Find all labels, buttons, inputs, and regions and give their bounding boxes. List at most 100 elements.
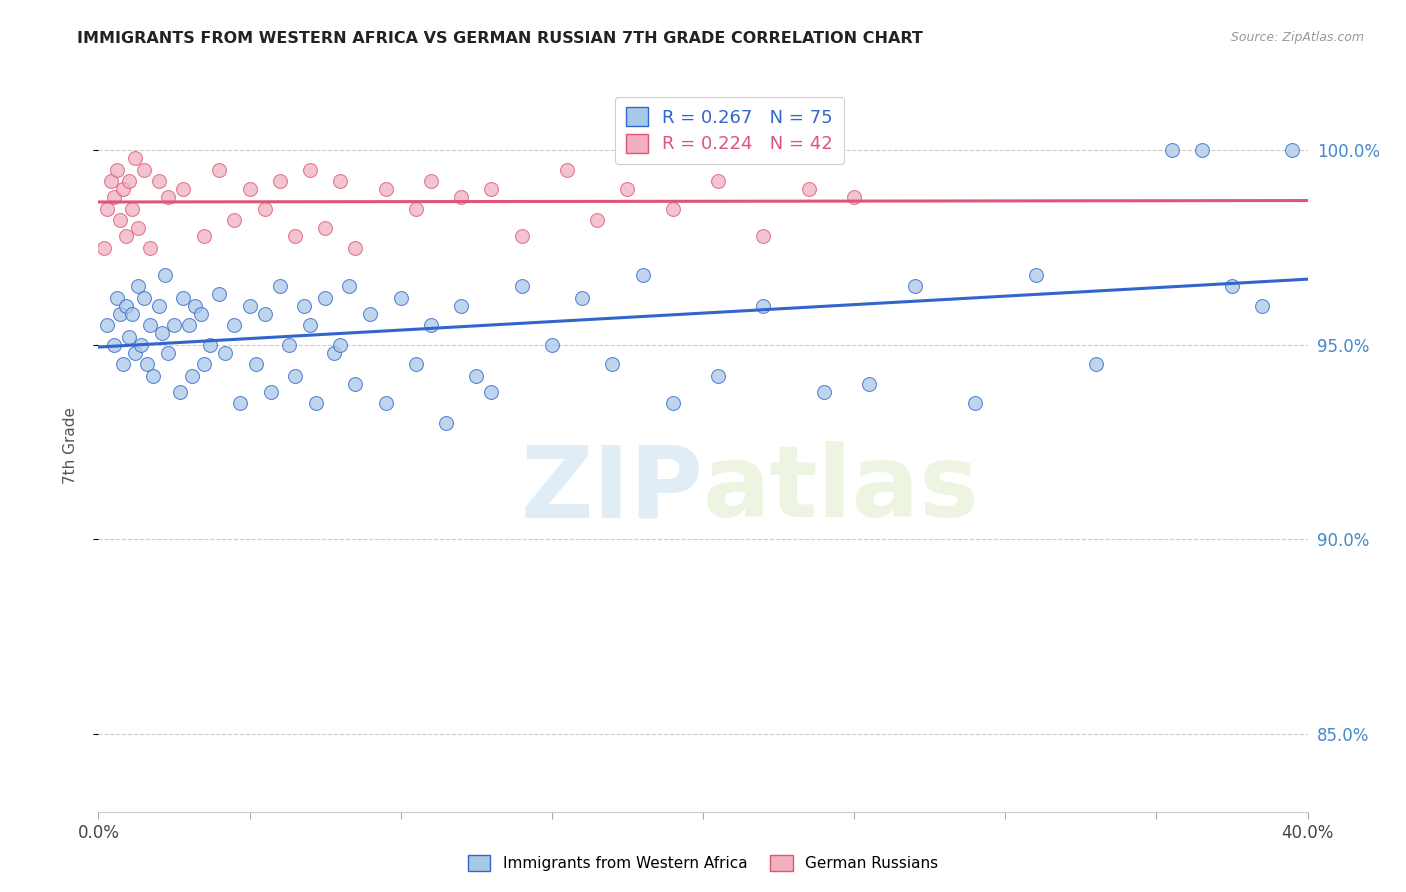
Point	[181, 368, 204, 383]
Point	[510, 279, 533, 293]
Legend: R = 0.267   N = 75, R = 0.224   N = 42: R = 0.267 N = 75, R = 0.224 N = 42	[616, 96, 844, 164]
Point	[253, 307, 276, 321]
Point	[434, 416, 457, 430]
Point	[190, 307, 212, 321]
Point	[96, 202, 118, 216]
Point	[179, 318, 201, 333]
Point	[616, 182, 638, 196]
Point	[150, 326, 173, 341]
Point	[127, 221, 149, 235]
Point	[555, 162, 578, 177]
Point	[114, 228, 136, 243]
Point	[1085, 357, 1108, 371]
Point	[420, 174, 443, 188]
Point	[269, 174, 291, 188]
Point	[239, 182, 262, 196]
Text: Source: ZipAtlas.com: Source: ZipAtlas.com	[1230, 31, 1364, 45]
Point	[314, 221, 336, 235]
Point	[105, 291, 128, 305]
Point	[121, 202, 143, 216]
Point	[121, 307, 143, 321]
Point	[129, 338, 152, 352]
Point	[156, 345, 179, 359]
Point	[93, 241, 115, 255]
Point	[374, 182, 396, 196]
Point	[329, 174, 352, 188]
Point	[214, 345, 236, 359]
Point	[314, 291, 336, 305]
Point	[105, 162, 128, 177]
Point	[323, 345, 346, 359]
Point	[156, 190, 179, 204]
Point	[103, 190, 125, 204]
Point	[96, 318, 118, 333]
Point	[1191, 144, 1213, 158]
Point	[707, 368, 730, 383]
Legend: Immigrants from Western Africa, German Russians: Immigrants from Western Africa, German R…	[461, 849, 945, 877]
Point	[114, 299, 136, 313]
Point	[239, 299, 262, 313]
Point	[184, 299, 207, 313]
Point	[858, 376, 880, 391]
Point	[344, 376, 367, 391]
Point	[374, 396, 396, 410]
Point	[450, 299, 472, 313]
Point	[142, 368, 165, 383]
Point	[481, 384, 503, 399]
Point	[124, 151, 146, 165]
Point	[450, 190, 472, 204]
Point	[100, 174, 122, 188]
Point	[193, 357, 215, 371]
Point	[1281, 144, 1303, 158]
Point	[229, 396, 252, 410]
Point	[118, 174, 141, 188]
Point	[752, 299, 775, 313]
Point	[153, 268, 176, 282]
Point	[631, 268, 654, 282]
Point	[465, 368, 488, 383]
Point	[139, 318, 162, 333]
Point	[200, 338, 222, 352]
Point	[481, 182, 503, 196]
Point	[132, 162, 155, 177]
Text: IMMIGRANTS FROM WESTERN AFRICA VS GERMAN RUSSIAN 7TH GRADE CORRELATION CHART: IMMIGRANTS FROM WESTERN AFRICA VS GERMAN…	[77, 31, 924, 46]
Text: ZIP: ZIP	[520, 442, 703, 539]
Point	[260, 384, 283, 399]
Point	[904, 279, 927, 293]
Point	[224, 318, 246, 333]
Point	[108, 307, 131, 321]
Point	[797, 182, 820, 196]
Point	[329, 338, 352, 352]
Y-axis label: 7th Grade: 7th Grade	[63, 408, 77, 484]
Point	[602, 357, 624, 371]
Point	[269, 279, 291, 293]
Point	[118, 330, 141, 344]
Point	[193, 228, 215, 243]
Point	[1160, 144, 1182, 158]
Point	[284, 228, 307, 243]
Point	[224, 213, 246, 227]
Point	[124, 345, 146, 359]
Point	[169, 384, 191, 399]
Point	[299, 318, 322, 333]
Point	[1251, 299, 1274, 313]
Point	[344, 241, 367, 255]
Point	[108, 213, 131, 227]
Point	[389, 291, 412, 305]
Point	[571, 291, 593, 305]
Point	[405, 357, 427, 371]
Point	[420, 318, 443, 333]
Point	[208, 287, 231, 301]
Point	[245, 357, 267, 371]
Point	[139, 241, 162, 255]
Point	[127, 279, 149, 293]
Point	[844, 190, 866, 204]
Point	[337, 279, 360, 293]
Point	[813, 384, 835, 399]
Point	[510, 228, 533, 243]
Point	[1024, 268, 1046, 282]
Point	[135, 357, 157, 371]
Text: atlas: atlas	[703, 442, 980, 539]
Point	[284, 368, 307, 383]
Point	[305, 396, 328, 410]
